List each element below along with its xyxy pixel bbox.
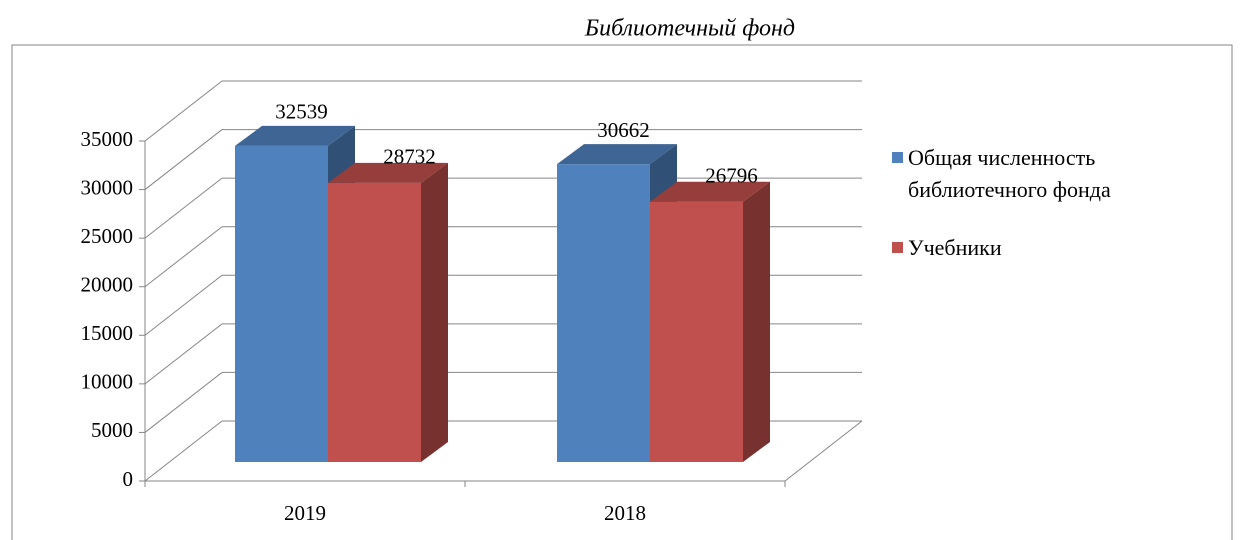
legend-swatch [892,242,903,253]
legend-label: Учебники [908,235,1002,260]
x-tick-label: 2019 [284,501,326,525]
data-label: 30662 [597,118,650,142]
legend-item: Учебники [892,232,1192,264]
floor-right [784,420,863,482]
y-tick-label: 10000 [81,370,134,394]
grid-line [144,226,223,288]
grid-line [144,274,223,336]
bar-top [235,125,355,146]
grid-line [144,177,223,239]
y-tick-label: 20000 [81,273,134,297]
y-tick-label: 0 [123,467,134,491]
y-tick-label: 5000 [91,418,133,442]
grid-line [144,372,223,433]
y-tick-label: 25000 [81,224,134,248]
grid-line [144,80,223,142]
bar [557,164,650,462]
grid-line [144,129,223,190]
bar [328,182,421,462]
legend-label: Общая численность библиотечного фонда [908,145,1111,202]
chart-title: Библиотечный фонд [584,16,795,42]
grid-line [144,323,223,385]
y-tick-label: 15000 [81,321,134,345]
bar [235,145,328,462]
x-tick-label: 2018 [604,501,646,525]
chart-frame [11,44,1233,540]
bar-top [557,144,677,165]
data-label: 28732 [383,145,436,169]
y-tick-label: 30000 [81,175,134,199]
legend-swatch [892,152,903,163]
bar-top [328,162,448,183]
grid-line [144,420,223,482]
bar [650,201,743,463]
data-label: 32539 [275,100,328,124]
data-label: 26796 [705,164,758,188]
bar-top [650,181,770,202]
legend-item: Общая численность библиотечного фонда [892,142,1192,206]
y-tick-label: 35000 [81,127,134,151]
bar-side [421,162,448,462]
bar-side [743,181,770,463]
